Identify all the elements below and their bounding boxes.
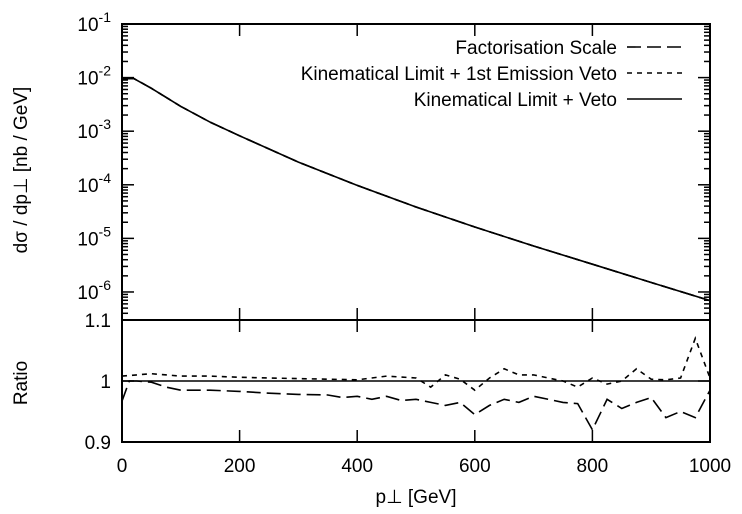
tick-base: 10 <box>77 122 98 143</box>
main-y-tick-label: 10-3 <box>77 116 111 143</box>
legend-label-2: Kinematical Limit + Veto <box>414 90 617 111</box>
x-tick-label: 400 <box>341 456 373 477</box>
legend-label-0: Factorisation Scale <box>455 38 617 59</box>
main-y-axis-title-text: dσ / dp⊥ [nb / GeV] <box>11 87 32 254</box>
main-series-line-1 <box>122 77 710 302</box>
tick-exponent: -1 <box>99 9 112 25</box>
tick-exponent: -6 <box>99 277 112 293</box>
legend-label-1: Kinematical Limit + 1st Emission Veto <box>301 64 617 85</box>
ratio-frame <box>121 319 711 443</box>
main-y-tick-label: 10-2 <box>77 63 111 90</box>
x-tick-label: 0 <box>117 456 128 477</box>
ratio-y-tick-label: 0.9 <box>85 433 111 454</box>
ratio-y-tick-label: 1.1 <box>85 311 111 332</box>
ratio-series-line-0 <box>122 380 710 432</box>
x-tick-label: 200 <box>224 456 256 477</box>
x-tick-label: 600 <box>459 456 491 477</box>
x-axis-title: p⊥ [GeV] <box>376 487 457 508</box>
tick-exponent: -3 <box>99 116 112 132</box>
main-y-tick-label: 10-6 <box>77 277 111 304</box>
main-series-line-0 <box>122 77 710 302</box>
main-y-tick-label: 10-4 <box>77 170 111 197</box>
x-tick-label: 1000 <box>689 456 731 477</box>
ratio-series-line-1 <box>122 335 710 392</box>
tick-base: 10 <box>77 283 98 304</box>
main-y-tick-label: 10-1 <box>77 9 111 36</box>
tick-base: 10 <box>77 176 98 197</box>
tick-base: 10 <box>77 15 98 36</box>
ratio-y-axis-title: Ratio <box>11 361 32 405</box>
x-tick-label: 800 <box>577 456 609 477</box>
tick-base: 10 <box>77 229 98 250</box>
main-series-line-2 <box>122 77 710 302</box>
tick-exponent: -5 <box>99 223 112 239</box>
legend: Factorisation Scale Kinematical Limit + 1… <box>301 38 682 111</box>
tick-base: 10 <box>77 69 98 90</box>
ratio-panel: 0.9 1 1.1 0 200 400 600 800 1000 <box>85 311 732 477</box>
main-y-tick-label: 10-5 <box>77 223 111 250</box>
tick-exponent: -4 <box>99 170 112 186</box>
tick-exponent: -2 <box>99 63 112 79</box>
ratio-y-tick-label: 1 <box>100 372 111 393</box>
main-y-axis-title: dσ / dp⊥ [nb / GeV] <box>11 87 32 254</box>
